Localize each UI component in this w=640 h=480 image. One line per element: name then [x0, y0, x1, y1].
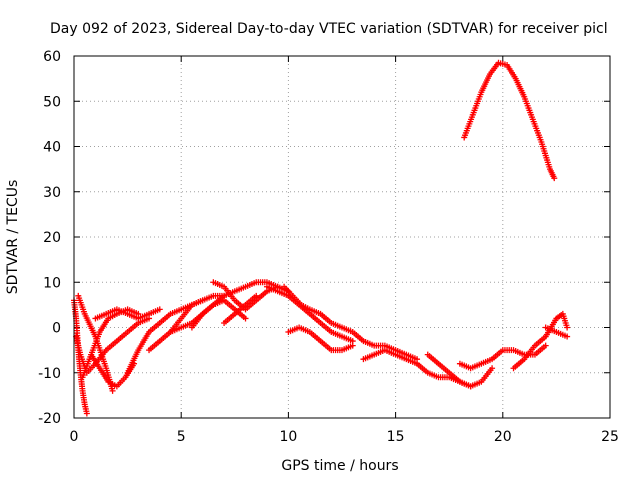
series-sat-o — [285, 324, 356, 354]
y-axis-label: SDTVAR / TECUs — [5, 180, 21, 295]
data-point — [156, 306, 163, 313]
y-tick-label: 0 — [52, 321, 61, 337]
series-sat-l — [221, 292, 260, 326]
y-tick-label: 20 — [43, 230, 61, 246]
data-point — [109, 387, 116, 394]
data-point — [349, 342, 356, 349]
series-sat-m — [263, 283, 356, 345]
series-sat-s — [510, 310, 571, 372]
data-points — [71, 59, 571, 417]
series-sat-q — [424, 351, 496, 390]
series-sat-g — [124, 297, 206, 376]
y-tick-label: 60 — [43, 49, 61, 65]
data-point — [551, 175, 558, 182]
x-tick-label: 20 — [494, 429, 512, 445]
series-sat-t — [542, 324, 571, 340]
y-tick-label: -20 — [38, 411, 61, 427]
series-sat-e — [88, 351, 138, 390]
y-tick-label: -10 — [38, 366, 61, 382]
x-tick-label: 10 — [279, 429, 297, 445]
series-sat-u — [461, 59, 558, 182]
data-point — [489, 365, 496, 372]
series-sat-f — [92, 306, 163, 322]
axis-ticks: 0 5 10 15 20 25 -20 -10 0 10 20 30 40 50 60 — [38, 49, 619, 445]
x-tick-label: 0 — [70, 429, 79, 445]
series-sat-p — [360, 347, 474, 390]
x-tick-label: 5 — [177, 429, 186, 445]
x-tick-label: 15 — [387, 429, 405, 445]
y-tick-label: 30 — [43, 185, 61, 201]
data-point — [253, 292, 260, 299]
y-tick-label: 10 — [43, 275, 61, 291]
chart-title: Day 092 of 2023, Sidereal Day-to-day VTE… — [50, 21, 608, 37]
y-tick-label: 40 — [43, 140, 61, 156]
plot-frame — [73, 55, 611, 419]
x-axis-label: GPS time / hours — [281, 458, 398, 474]
x-tick-label: 25 — [601, 429, 619, 445]
data-point — [564, 333, 571, 340]
series-sat-r — [456, 342, 549, 372]
series-sat-n — [281, 283, 421, 363]
data-point — [542, 342, 549, 349]
data-point — [564, 324, 571, 331]
data-point — [83, 410, 90, 417]
data-point — [242, 315, 249, 322]
y-tick-label: 50 — [43, 94, 61, 110]
